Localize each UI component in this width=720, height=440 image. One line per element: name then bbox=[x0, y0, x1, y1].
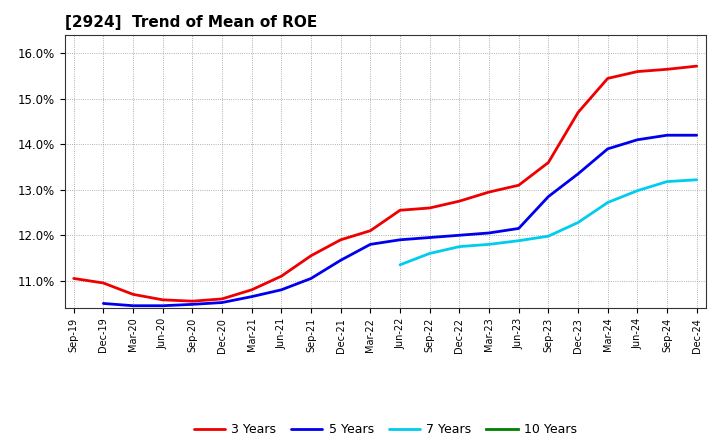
5 Years bbox=[693, 132, 701, 138]
3 Years bbox=[514, 183, 523, 188]
5 Years bbox=[574, 171, 582, 176]
5 Years bbox=[514, 226, 523, 231]
3 Years bbox=[662, 66, 671, 72]
5 Years bbox=[336, 258, 345, 263]
3 Years bbox=[366, 228, 374, 233]
Line: 3 Years: 3 Years bbox=[73, 66, 697, 301]
Legend: 3 Years, 5 Years, 7 Years, 10 Years: 3 Years, 5 Years, 7 Years, 10 Years bbox=[189, 418, 582, 440]
3 Years bbox=[217, 296, 226, 301]
5 Years bbox=[662, 132, 671, 138]
3 Years bbox=[307, 253, 315, 258]
3 Years bbox=[485, 189, 493, 194]
7 Years bbox=[455, 244, 464, 249]
Text: [2924]  Trend of Mean of ROE: [2924] Trend of Mean of ROE bbox=[65, 15, 317, 30]
5 Years bbox=[188, 302, 197, 307]
7 Years bbox=[426, 251, 434, 256]
5 Years bbox=[217, 300, 226, 305]
5 Years bbox=[366, 242, 374, 247]
5 Years bbox=[129, 303, 138, 308]
3 Years bbox=[455, 198, 464, 204]
5 Years bbox=[544, 194, 553, 199]
3 Years bbox=[336, 237, 345, 242]
5 Years bbox=[248, 294, 256, 299]
5 Years bbox=[396, 237, 405, 242]
7 Years bbox=[662, 179, 671, 184]
Line: 5 Years: 5 Years bbox=[104, 135, 697, 306]
3 Years bbox=[396, 208, 405, 213]
3 Years bbox=[693, 63, 701, 69]
Line: 7 Years: 7 Years bbox=[400, 180, 697, 265]
3 Years bbox=[574, 110, 582, 115]
3 Years bbox=[69, 276, 78, 281]
7 Years bbox=[633, 188, 642, 193]
3 Years bbox=[603, 76, 612, 81]
3 Years bbox=[544, 160, 553, 165]
7 Years bbox=[693, 177, 701, 183]
5 Years bbox=[307, 276, 315, 281]
7 Years bbox=[574, 220, 582, 225]
7 Years bbox=[544, 234, 553, 239]
5 Years bbox=[485, 230, 493, 235]
3 Years bbox=[129, 292, 138, 297]
7 Years bbox=[396, 262, 405, 268]
3 Years bbox=[158, 297, 167, 302]
5 Years bbox=[603, 146, 612, 151]
7 Years bbox=[514, 238, 523, 243]
3 Years bbox=[99, 280, 108, 286]
5 Years bbox=[277, 287, 286, 293]
7 Years bbox=[485, 242, 493, 247]
3 Years bbox=[277, 274, 286, 279]
5 Years bbox=[455, 233, 464, 238]
3 Years bbox=[248, 287, 256, 293]
5 Years bbox=[99, 301, 108, 306]
7 Years bbox=[603, 200, 612, 205]
5 Years bbox=[158, 303, 167, 308]
5 Years bbox=[426, 235, 434, 240]
3 Years bbox=[188, 298, 197, 304]
3 Years bbox=[633, 69, 642, 74]
5 Years bbox=[633, 137, 642, 143]
3 Years bbox=[426, 205, 434, 211]
